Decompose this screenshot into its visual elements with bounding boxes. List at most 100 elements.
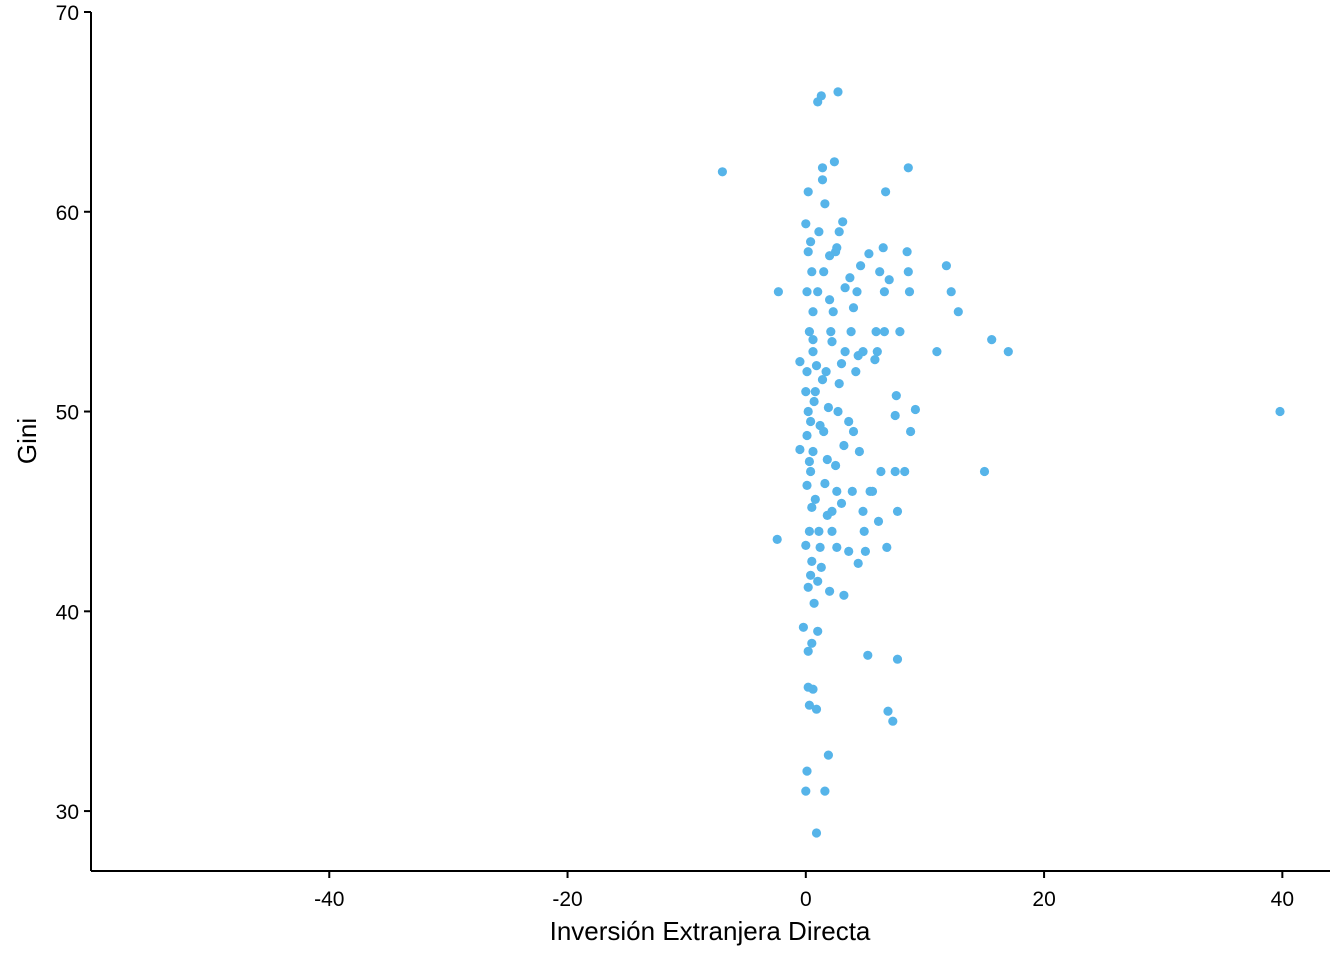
data-point <box>904 287 915 297</box>
data-point <box>802 430 812 441</box>
data-point <box>827 337 837 347</box>
data-point <box>813 626 823 636</box>
data-point <box>803 187 813 197</box>
data-point <box>840 347 850 357</box>
data-point <box>817 163 828 173</box>
data-point <box>903 163 913 173</box>
data-point <box>802 766 812 776</box>
data-point <box>1003 347 1013 357</box>
data-point <box>979 466 990 477</box>
data-point <box>808 307 818 317</box>
data-point <box>811 828 822 838</box>
data-point <box>882 542 892 553</box>
data-point <box>881 187 891 197</box>
data-point <box>836 498 847 508</box>
data-point <box>854 446 865 457</box>
data-point <box>807 638 817 648</box>
data-point <box>814 526 824 537</box>
data-point <box>806 416 816 427</box>
data-point <box>811 361 822 371</box>
data-point <box>858 506 868 516</box>
data-point <box>870 355 880 365</box>
y-tick-label: 40 <box>56 601 79 624</box>
data-point <box>822 454 832 465</box>
data-point <box>888 716 898 726</box>
data-point <box>804 526 815 537</box>
data-point <box>801 387 811 397</box>
x-tick-label: 40 <box>1271 888 1294 911</box>
data-point <box>833 406 843 417</box>
data-point <box>890 466 900 477</box>
data-point <box>895 327 905 337</box>
data-point <box>847 486 857 496</box>
y-axis-ticks: 30 40 50 60 70 <box>56 2 91 824</box>
data-point <box>1275 406 1285 417</box>
y-tick-label: 30 <box>56 801 79 824</box>
data-point <box>825 251 835 261</box>
data-points <box>717 87 1285 838</box>
data-point <box>825 295 835 305</box>
data-point <box>820 199 830 209</box>
data-point <box>817 175 828 185</box>
data-point <box>946 287 956 297</box>
data-point <box>825 586 835 596</box>
x-tick-label: -20 <box>552 888 582 911</box>
x-tick-label: 0 <box>800 888 812 911</box>
data-point <box>816 562 826 573</box>
data-point <box>820 786 830 796</box>
data-point <box>840 283 850 293</box>
data-point <box>814 227 824 237</box>
data-point <box>953 307 963 317</box>
data-point <box>834 379 844 389</box>
data-point <box>798 622 809 632</box>
data-point <box>879 327 890 337</box>
y-tick-label: 70 <box>56 2 79 25</box>
data-point <box>884 275 894 285</box>
data-point <box>820 478 830 489</box>
data-point <box>848 303 859 313</box>
data-point <box>828 307 838 317</box>
data-point <box>808 446 818 457</box>
data-point <box>823 750 834 760</box>
data-point <box>773 287 784 297</box>
data-point <box>795 357 805 367</box>
data-point <box>844 416 854 427</box>
data-point <box>804 327 815 337</box>
data-point <box>872 347 882 357</box>
data-point <box>883 706 893 716</box>
data-point <box>892 506 903 516</box>
data-point <box>836 359 847 369</box>
data-point <box>811 704 822 714</box>
data-point <box>856 261 866 271</box>
data-point <box>803 682 813 692</box>
data-point <box>865 486 875 496</box>
data-point <box>876 466 886 477</box>
data-point <box>839 440 849 451</box>
data-point <box>873 516 884 527</box>
data-point <box>772 534 782 545</box>
data-point <box>844 546 854 557</box>
data-point <box>801 540 811 551</box>
data-point <box>819 267 829 277</box>
data-point <box>803 582 813 592</box>
data-point <box>809 598 819 608</box>
data-point <box>806 466 816 477</box>
data-point <box>821 367 831 377</box>
data-point <box>802 480 812 490</box>
data-point <box>807 502 817 512</box>
data-point <box>871 327 881 337</box>
data-point <box>833 87 843 97</box>
data-point <box>804 456 815 467</box>
data-point <box>803 646 813 656</box>
data-point <box>815 420 825 431</box>
data-point <box>803 406 813 417</box>
data-point <box>890 410 900 421</box>
data-point <box>863 650 873 660</box>
data-point <box>801 786 811 796</box>
data-point <box>832 486 842 496</box>
data-point <box>902 247 912 257</box>
data-point <box>838 217 848 227</box>
data-point <box>987 335 997 345</box>
data-point <box>813 287 823 297</box>
